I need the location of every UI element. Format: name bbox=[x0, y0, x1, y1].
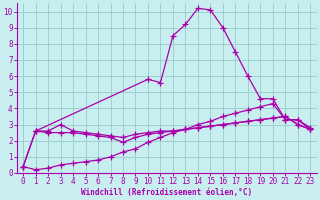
X-axis label: Windchill (Refroidissement éolien,°C): Windchill (Refroidissement éolien,°C) bbox=[81, 188, 252, 197]
